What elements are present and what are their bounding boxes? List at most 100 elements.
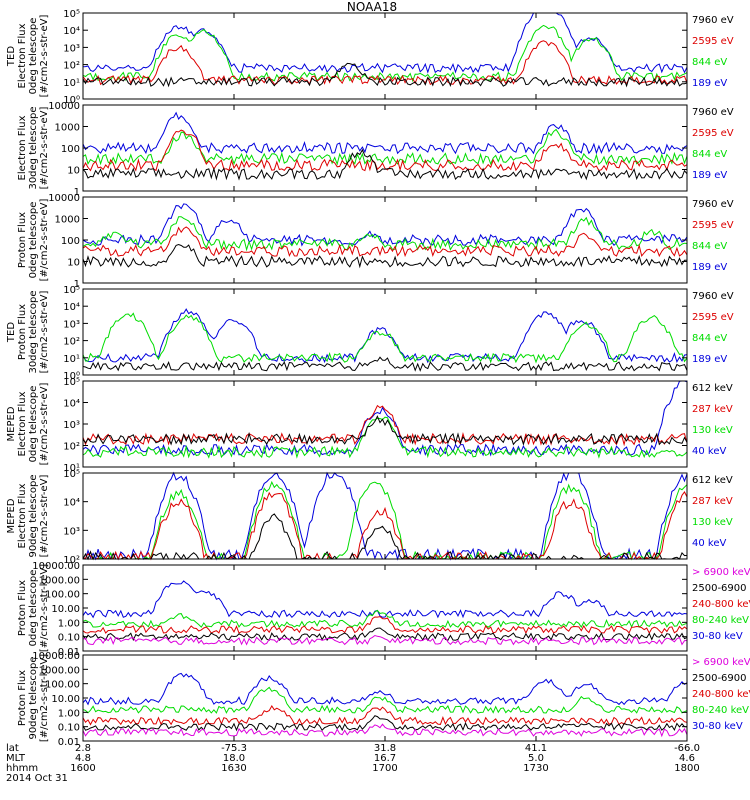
series-line <box>82 415 688 446</box>
y-tick-label: 10¹ <box>63 354 80 365</box>
y-tick-label: 10⁴ <box>63 399 80 410</box>
series-line <box>82 723 688 738</box>
y-tick-label: 10¹ <box>63 78 80 89</box>
legend-entry: 2500-6900 <box>692 583 747 594</box>
y-axis-label: [#/cm2-s-str-eV] <box>39 107 50 190</box>
panel-8: 0.01 0.10 1.00 10.00 100.00 1000.00 10000.00 Pr… <box>17 651 750 748</box>
series-line <box>82 380 688 457</box>
legend-entry: 612 keV <box>692 383 733 394</box>
y-axis-label: 30deg telescope <box>28 290 39 373</box>
y-axis-label: Electron Flux <box>17 115 28 180</box>
x-tick-label-lat: 41.1 <box>525 743 547 754</box>
y-tick-label: 0.10 <box>58 723 80 734</box>
series-line <box>82 627 688 642</box>
y-tick-label: 10000 <box>48 101 80 112</box>
x-tick-label-lat: 2.8 <box>75 743 91 754</box>
x-tick-label-lat: 31.8 <box>374 743 396 754</box>
y-tick-label: 0.10 <box>58 633 80 644</box>
legend-entry: 30-80 keV <box>692 631 743 642</box>
legend-entry: > 6900 keV <box>692 567 750 578</box>
y-axis-label: 0deg telescope <box>28 570 39 647</box>
y-tick-label: 10⁵ <box>63 285 80 296</box>
legend-entry: 2595 eV <box>692 36 734 47</box>
y-tick-label: 10¹ <box>63 463 80 474</box>
panel-frame <box>82 104 688 192</box>
y-tick-label: 10³ <box>63 526 80 537</box>
x-row-label: MLT <box>6 753 26 764</box>
panels: 10⁰ 10¹ 10² 10³ 10⁴ 10⁵ TED Electron Flux 0deg t… <box>6 9 750 748</box>
series-line <box>82 203 688 247</box>
legend-entry: 80-240 keV <box>692 615 749 626</box>
y-tick-label: 10⁵ <box>63 469 80 480</box>
y-tick-label: 0.01 <box>58 737 80 748</box>
series-line <box>82 243 688 269</box>
legend-entry: 7960 eV <box>692 291 734 302</box>
y-tick-label: 10⁴ <box>63 26 80 37</box>
legend-entry: 7960 eV <box>692 107 734 118</box>
y-axis-label: Electron Flux <box>17 483 28 548</box>
series-line <box>82 226 688 258</box>
legend-entry: 2595 eV <box>692 312 734 323</box>
y-tick-label: 10² <box>63 61 80 72</box>
legend-entry: 7960 eV <box>692 199 734 210</box>
y-tick-label: 1.00 <box>58 708 80 719</box>
y-tick-label: 10³ <box>63 420 80 431</box>
legend-entry: 612 keV <box>692 475 733 486</box>
series-line <box>82 616 688 635</box>
y-tick-label: 10⁵ <box>63 377 80 388</box>
y-tick-label: 10⁵ <box>63 9 80 20</box>
y-tick-label: 10³ <box>63 319 80 330</box>
x-tick-label-mlt: 4.6 <box>679 753 695 764</box>
series-line <box>82 705 688 726</box>
y-tick-label: 100.00 <box>45 680 80 691</box>
series-line <box>82 312 688 364</box>
legend-entry: 189 eV <box>692 78 727 89</box>
panel-3: 1 10 100 1000 10000 Proton Flux 0deg telescope… <box>17 193 734 290</box>
chart-title: NOAA18 <box>347 0 397 14</box>
y-tick-label: 100.00 <box>45 590 80 601</box>
legend-entry: 844 eV <box>692 149 727 160</box>
series-line <box>82 471 688 561</box>
y-axis-label: Proton Flux <box>17 580 28 636</box>
y-tick-label: 1 <box>74 187 80 198</box>
series-line <box>82 715 688 732</box>
series-line <box>82 62 688 88</box>
y-tick-label: 1000 <box>55 215 80 226</box>
y-axis-label: 0deg telescope <box>28 202 39 279</box>
panel-4: 10⁰ 10¹ 10² 10³ 10⁴ 10⁵ TED Proton Flux 30deg te… <box>6 285 734 382</box>
panel-5: 10¹ 10² 10³ 10⁴ 10⁵ MEPED Electron Flux 0deg te… <box>6 377 733 474</box>
series-line <box>82 513 688 561</box>
legend-entry: 287 keV <box>692 496 733 507</box>
series-line <box>82 356 688 372</box>
y-axis-label: [#/cm2-s-str-eV] <box>39 383 50 466</box>
y-axis-label: [#/cm2-s-str-eV] <box>39 291 50 374</box>
y-tick-label: 1.00 <box>58 618 80 629</box>
y-tick-label: 10⁴ <box>63 302 80 313</box>
y-tick-label: 1000 <box>55 123 80 134</box>
legend-entry: 844 eV <box>692 333 727 344</box>
y-tick-label: 10⁰ <box>63 371 80 382</box>
y-tick-label: 10² <box>63 442 80 453</box>
series-line <box>82 40 688 86</box>
legend-entry: 80-240 keV <box>692 705 749 716</box>
y-axis-label: 0deg telescope <box>28 18 39 95</box>
x-tick-label-mlt: 5.0 <box>528 753 544 764</box>
series-line <box>82 634 688 646</box>
y-axis-label: Electron Flux <box>17 391 28 456</box>
y-axis-label: TED <box>6 46 17 67</box>
series-line <box>82 609 688 629</box>
series-line <box>82 12 688 74</box>
y-tick-label: 10000 <box>48 193 80 204</box>
series-line <box>82 308 688 364</box>
x-tick-label-mlt: 18.0 <box>223 753 245 764</box>
y-axis-label: 30deg telescope <box>28 106 39 189</box>
panel-1: 10⁰ 10¹ 10² 10³ 10⁴ 10⁵ TED Electron Flux 0deg t… <box>6 9 734 106</box>
x-row-label: hhmm <box>6 763 38 774</box>
x-tick-label-mlt: 4.8 <box>75 753 91 764</box>
y-axis-label: Proton Flux <box>17 212 28 268</box>
legend-entry: 30-80 keV <box>692 721 743 732</box>
series-line <box>82 111 688 155</box>
y-tick-label: 0.01 <box>58 647 80 658</box>
series-line <box>82 480 688 561</box>
legend-entry: 844 eV <box>692 241 727 252</box>
